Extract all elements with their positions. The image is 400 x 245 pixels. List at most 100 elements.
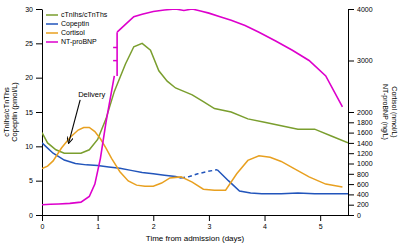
tick-mark bbox=[348, 194, 354, 195]
series-line bbox=[116, 32, 118, 76]
tick-label: 5 bbox=[319, 223, 323, 230]
tick: 200 bbox=[348, 201, 369, 208]
legend-swatch bbox=[46, 41, 58, 43]
legend-label: Copeptin bbox=[61, 20, 89, 28]
tick-label: 1400 bbox=[357, 140, 373, 147]
tick: 0 bbox=[41, 215, 45, 230]
tick: 15 bbox=[25, 109, 42, 116]
tick-label: 800 bbox=[357, 171, 369, 178]
tick: 4000 bbox=[348, 6, 373, 13]
tick-mark bbox=[348, 9, 354, 10]
tick-mark bbox=[348, 215, 354, 216]
tick-label: 20 bbox=[25, 74, 33, 81]
tick-mark bbox=[348, 153, 354, 154]
tick: 1600 bbox=[348, 129, 373, 136]
tick-mark bbox=[265, 215, 266, 221]
y2-axis: 0 200 400 600 800 1000 1200 1400 1600 1800 2000 300… bbox=[348, 6, 373, 219]
chart: 0123450510152025300200400600800100012001… bbox=[0, 0, 400, 245]
tick-label: 0 bbox=[29, 212, 33, 219]
tick-label: 3 bbox=[207, 223, 211, 230]
tick-mark bbox=[36, 112, 42, 113]
tick-mark bbox=[348, 143, 354, 144]
tick: 5 bbox=[319, 215, 323, 230]
tick: 10 bbox=[25, 143, 42, 150]
tick-mark bbox=[36, 181, 42, 182]
tick-mark bbox=[320, 215, 321, 221]
series-line bbox=[181, 170, 217, 178]
tick-label: 25 bbox=[25, 40, 33, 47]
axis-line bbox=[42, 10, 43, 216]
legend-swatch bbox=[46, 23, 58, 25]
y-axis-title: cTnIhs/cTnThsCopeptin (pmol/L) bbox=[2, 82, 19, 142]
tick-mark bbox=[348, 133, 354, 134]
tick: 3000 bbox=[348, 57, 373, 64]
tick-mark bbox=[209, 215, 210, 221]
tick: 4 bbox=[263, 215, 267, 230]
legend-label: cTnIhs/cTnThs bbox=[61, 11, 108, 18]
chart-svg: 0123450510152025300200400600800100012001… bbox=[0, 0, 400, 245]
series-line bbox=[117, 9, 342, 107]
legend-label: Cortisol bbox=[61, 29, 85, 36]
tick-label: 1800 bbox=[357, 119, 373, 126]
tick-mark bbox=[36, 43, 42, 44]
legend-swatch bbox=[46, 32, 58, 34]
tick: 0 bbox=[348, 212, 361, 219]
tick-label: 2000 bbox=[357, 109, 373, 116]
tick-label: 1 bbox=[96, 223, 100, 230]
tick: 2 bbox=[152, 215, 156, 230]
tick: 3 bbox=[207, 215, 211, 230]
tick: 0 bbox=[29, 212, 42, 219]
tick-label: 3000 bbox=[357, 57, 373, 64]
annotation: Delivery bbox=[78, 90, 105, 99]
tick: 1200 bbox=[348, 150, 373, 157]
plot-area bbox=[42, 9, 348, 205]
y-axis: 051015202530 bbox=[25, 6, 42, 219]
tick: 1000 bbox=[348, 160, 373, 167]
series-line bbox=[42, 143, 181, 178]
tick: 400 bbox=[348, 191, 369, 198]
tick: 1800 bbox=[348, 119, 373, 126]
legend-item: Cortisol bbox=[46, 29, 85, 36]
tick: 5 bbox=[29, 177, 42, 184]
tick-mark bbox=[348, 164, 354, 165]
tick-label: 0 bbox=[41, 223, 45, 230]
tick-mark bbox=[98, 215, 99, 221]
tick: 800 bbox=[348, 171, 369, 178]
series-line bbox=[42, 43, 348, 153]
legend: cTnIhs/cTnThs CopeptinCortisol NT-proBNP bbox=[46, 11, 108, 46]
tick-label: 0 bbox=[357, 212, 361, 219]
tick-label: 1600 bbox=[357, 129, 373, 136]
tick-label: 4 bbox=[263, 223, 267, 230]
legend-label: NT-proBNP bbox=[61, 38, 97, 46]
tick: 20 bbox=[25, 74, 42, 81]
legend-item: Copeptin bbox=[46, 20, 89, 28]
tick: 2000 bbox=[348, 109, 373, 116]
tick-label: 2 bbox=[152, 223, 156, 230]
tick-label: 600 bbox=[357, 181, 369, 188]
series-line bbox=[42, 127, 342, 190]
tick-mark bbox=[348, 205, 354, 206]
legend-item: NT-proBNP bbox=[46, 38, 97, 46]
tick-label: 10 bbox=[25, 143, 33, 150]
tick-mark bbox=[36, 9, 42, 10]
axis-line bbox=[43, 215, 349, 216]
series-line bbox=[42, 76, 114, 205]
tick-mark bbox=[36, 215, 42, 216]
tick-mark bbox=[348, 174, 354, 175]
legend-swatch bbox=[46, 14, 58, 16]
tick-mark bbox=[348, 112, 354, 113]
tick-mark bbox=[348, 61, 354, 62]
tick-label: 15 bbox=[25, 109, 33, 116]
tick-mark bbox=[153, 215, 154, 221]
tick-mark bbox=[348, 122, 354, 123]
tick-label: 4000 bbox=[357, 6, 373, 13]
annotation-arrow bbox=[69, 100, 80, 143]
tick-label: 1200 bbox=[357, 150, 373, 157]
y2-axis-title: Cortisol (nmol/L)NT-proBNP (ng/L) bbox=[381, 84, 398, 140]
tick-mark bbox=[42, 215, 43, 221]
tick-label: 1000 bbox=[357, 160, 373, 167]
tick-mark bbox=[348, 184, 354, 185]
x-axis-title: Time from admission (days) bbox=[146, 234, 245, 243]
tick: 1400 bbox=[348, 140, 373, 147]
tick: 600 bbox=[348, 181, 369, 188]
